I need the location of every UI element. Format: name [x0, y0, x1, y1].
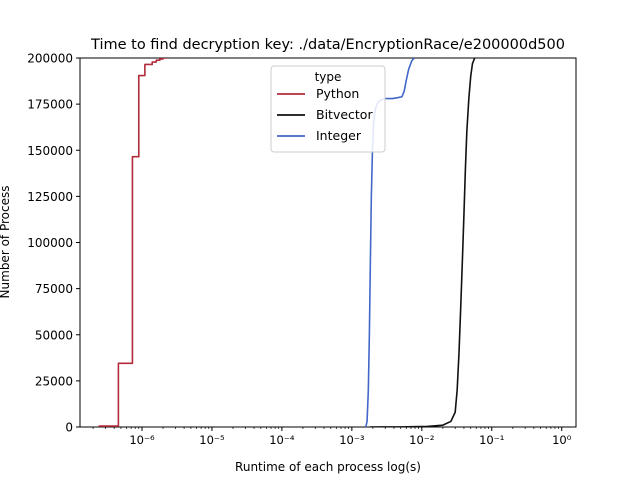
x-tick-label: 10⁻⁴ [269, 433, 295, 447]
y-tick-label: 75000 [35, 282, 73, 296]
y-axis-label: Number of Process [0, 186, 12, 299]
x-tick-label: 10⁻³ [339, 433, 365, 447]
x-axis: 10⁻⁶ 10⁻⁵ 10⁻⁴ 10⁻³ 10⁻² 10⁻¹ 10⁰ [92, 427, 572, 447]
y-tick-label: 100000 [27, 236, 73, 250]
y-tick-label: 25000 [35, 374, 73, 388]
legend-box [270, 65, 386, 153]
x-axis-label: Runtime of each process log(s) [235, 460, 421, 474]
legend-label-integer: Integer [316, 128, 362, 143]
x-tick-label: 10⁰ [552, 433, 572, 447]
y-tick-label: 125000 [27, 190, 73, 204]
x-tick-label: 10⁻² [409, 433, 434, 447]
y-tick-label: 200000 [27, 52, 73, 66]
y-axis: 0 25000 50000 75000 100000 125000 150000 175000… [27, 52, 80, 435]
x-tick-label: 10⁻¹ [479, 433, 504, 447]
y-tick-label: 50000 [35, 328, 73, 342]
legend-label-python: Python [316, 86, 359, 101]
legend-title: type [315, 70, 342, 84]
x-tick-label: 10⁻⁶ [129, 433, 155, 447]
series-line-bitvector [369, 58, 476, 427]
x-tick-label: 10⁻⁵ [199, 433, 225, 447]
chart-title: Time to find decryption key: ./data/Encr… [90, 37, 565, 53]
y-tick-label: 150000 [27, 144, 73, 158]
legend: type Python Bitvector Integer [270, 65, 386, 153]
y-tick-label: 175000 [27, 98, 73, 112]
y-tick-label: 0 [65, 421, 73, 435]
legend-label-bitvector: Bitvector [316, 107, 373, 122]
series-line-python [98, 58, 168, 427]
